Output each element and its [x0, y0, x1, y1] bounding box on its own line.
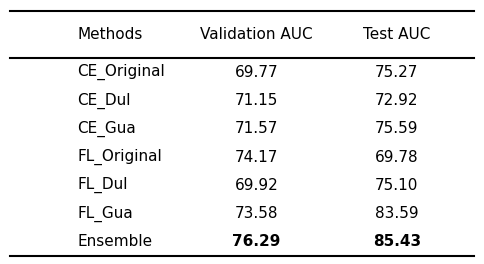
Text: Test AUC: Test AUC — [363, 27, 431, 42]
Text: 75.10: 75.10 — [375, 178, 419, 193]
Text: FL_Dul: FL_Dul — [77, 177, 128, 194]
Text: 73.58: 73.58 — [235, 206, 278, 221]
Text: Validation AUC: Validation AUC — [200, 27, 313, 42]
Text: 72.92: 72.92 — [375, 93, 419, 108]
Text: 76.29: 76.29 — [232, 234, 281, 249]
Text: Methods: Methods — [77, 27, 143, 42]
Text: FL_Gua: FL_Gua — [77, 206, 133, 222]
Text: Ensemble: Ensemble — [77, 234, 152, 249]
Text: 71.57: 71.57 — [235, 121, 278, 136]
Text: CE_Original: CE_Original — [77, 64, 165, 80]
Text: FL_Original: FL_Original — [77, 149, 162, 165]
Text: CE_Gua: CE_Gua — [77, 121, 136, 137]
Text: 75.27: 75.27 — [375, 65, 419, 80]
Text: 75.59: 75.59 — [375, 121, 419, 136]
Text: 74.17: 74.17 — [235, 150, 278, 164]
Text: 85.43: 85.43 — [373, 234, 421, 249]
Text: 69.78: 69.78 — [375, 150, 419, 164]
Text: 83.59: 83.59 — [375, 206, 419, 221]
Text: 69.77: 69.77 — [235, 65, 278, 80]
Text: CE_Dul: CE_Dul — [77, 92, 131, 109]
Text: 69.92: 69.92 — [235, 178, 278, 193]
Text: 71.15: 71.15 — [235, 93, 278, 108]
